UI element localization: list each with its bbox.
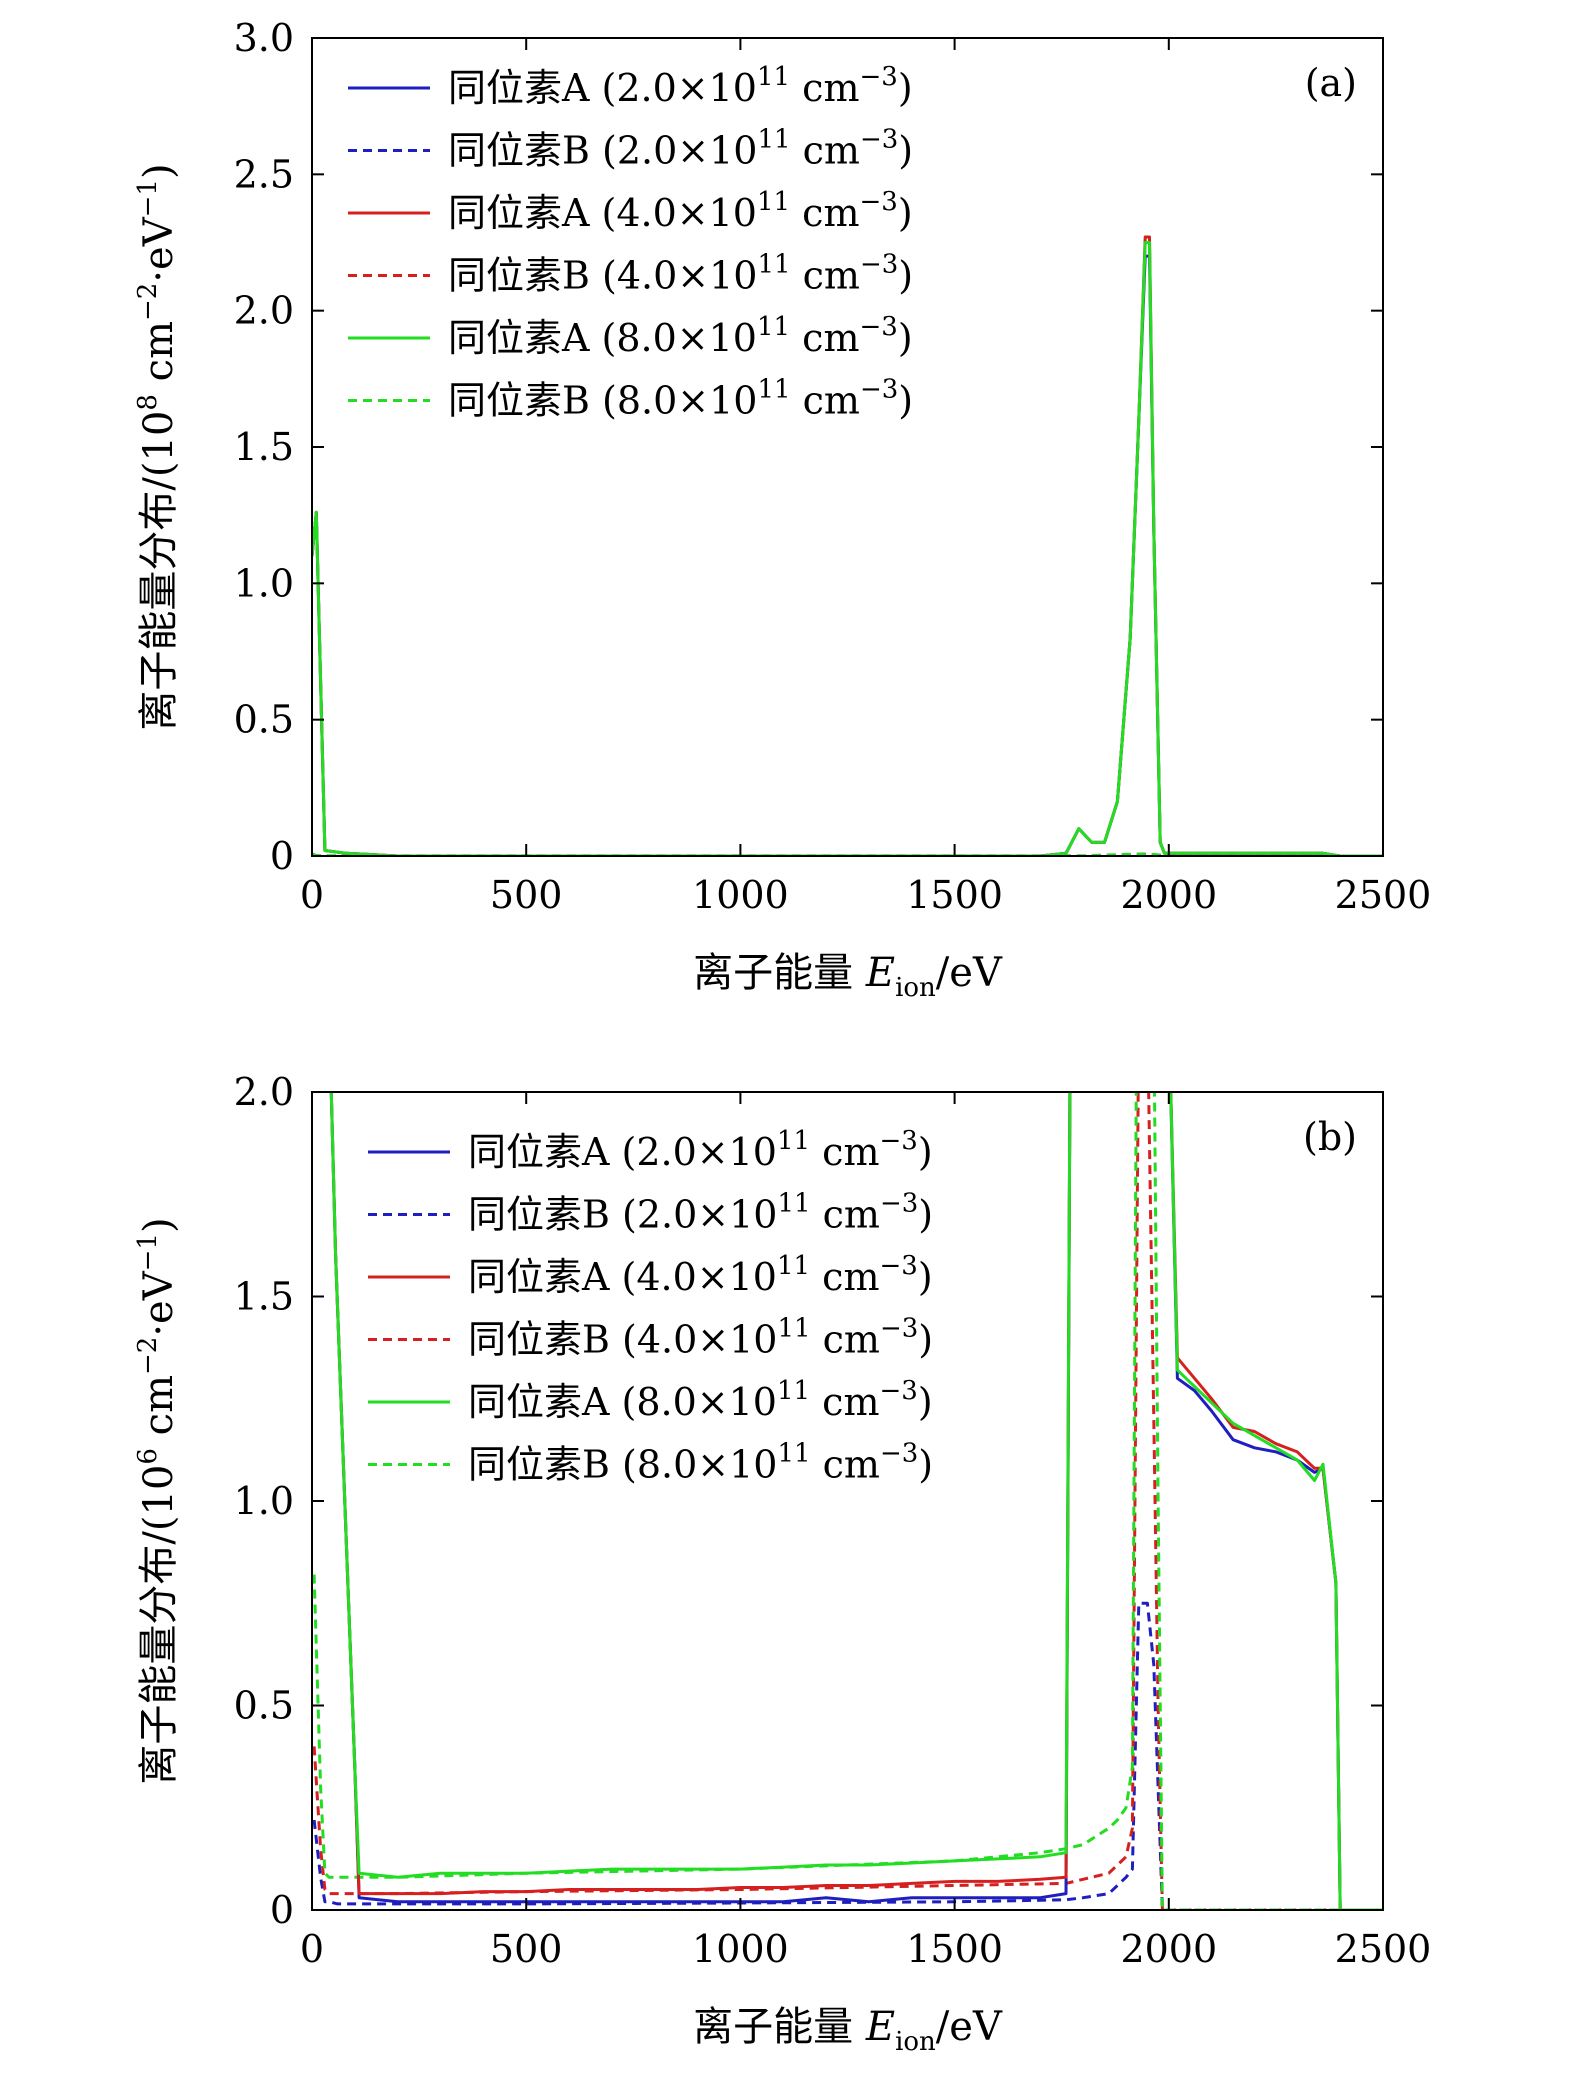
y-tick-label: 2.5 xyxy=(234,152,294,196)
x-tick-label: 0 xyxy=(300,1927,324,1971)
panel-a-chart: 0 500 1000 1500 2000 2500 0 0.5 1.0 1.5 2.0 2.5 3.0 离… xyxy=(133,16,1431,1003)
legend: 同位素A (2.0×1011 cm−3) 同位素B (2.0×1011 cm−3)… xyxy=(348,62,913,423)
y-tick-label: 1.5 xyxy=(234,1275,294,1319)
y-tick-label: 3.0 xyxy=(234,16,294,60)
x-tick-label: 2000 xyxy=(1120,873,1217,917)
x-tick-label: 1000 xyxy=(692,873,789,917)
x-tick-label: 1000 xyxy=(692,1927,789,1971)
x-tick-label: 1500 xyxy=(906,1927,1003,1971)
y-tick-label: 2.0 xyxy=(234,1070,294,1114)
x-tick-label: 500 xyxy=(490,1927,563,1971)
legend-label: 同位素B (2.0×1011 cm−3) xyxy=(468,1189,933,1237)
legend-label: 同位素B (4.0×1011 cm−3) xyxy=(468,1314,933,1362)
legend-label: 同位素B (2.0×1011 cm−3) xyxy=(448,125,913,173)
x-tick-label: 500 xyxy=(490,873,563,917)
series-line-1 xyxy=(312,1601,1383,1910)
panel-label: (a) xyxy=(1305,61,1357,105)
legend-label: 同位素A (2.0×1011 cm−3) xyxy=(468,1126,933,1174)
x-axis-title: 离子能量 Eion/eV xyxy=(693,950,1003,1003)
legend-label: 同位素B (8.0×1011 cm−3) xyxy=(448,375,913,423)
legend-label: 同位素A (8.0×1011 cm−3) xyxy=(468,1376,933,1424)
y-tick-label: 2.0 xyxy=(234,289,294,333)
y-tick-label: 1.5 xyxy=(234,425,294,469)
y-axis-title: 离子能量分布/(106 cm−2·eV−1) xyxy=(133,1217,182,1784)
y-axis-title: 离子能量分布/(108 cm−2·eV−1) xyxy=(133,163,182,730)
y-tick-label: 0.5 xyxy=(234,698,294,742)
y-tick-label: 0 xyxy=(270,834,294,878)
x-tick-label: 1500 xyxy=(906,873,1003,917)
x-tick-label: 2500 xyxy=(1335,873,1432,917)
legend-label: 同位素A (8.0×1011 cm−3) xyxy=(448,312,913,360)
x-tick-label: 2500 xyxy=(1335,1927,1432,1971)
series-line-4 xyxy=(329,1092,1383,1910)
legend-label: 同位素A (2.0×1011 cm−3) xyxy=(448,62,913,110)
series-line-3 xyxy=(312,1092,1383,1910)
legend-label: 同位素A (4.0×1011 cm−3) xyxy=(468,1251,933,1299)
x-tick-label: 0 xyxy=(300,873,324,917)
legend-label: 同位素B (4.0×1011 cm−3) xyxy=(448,250,913,298)
x-tick-label: 2000 xyxy=(1120,1927,1217,1971)
legend: 同位素A (2.0×1011 cm−3) 同位素B (2.0×1011 cm−3)… xyxy=(368,1126,933,1487)
legend-label: 同位素A (4.0×1011 cm−3) xyxy=(448,187,913,235)
panel-b-chart: 0 500 1000 1500 2000 2500 0 0.5 1.0 1.5 2.0 离子能量 Ei… xyxy=(133,1070,1432,2057)
x-axis-title: 离子能量 Eion/eV xyxy=(693,2004,1003,2057)
y-tick-label: 1.0 xyxy=(234,561,294,605)
legend-label: 同位素B (8.0×1011 cm−3) xyxy=(468,1439,933,1487)
y-tick-label: 0 xyxy=(270,1888,294,1932)
panel-label: (b) xyxy=(1303,1115,1357,1159)
y-tick-label: 0.5 xyxy=(234,1684,294,1728)
y-tick-label: 1.0 xyxy=(234,1479,294,1523)
